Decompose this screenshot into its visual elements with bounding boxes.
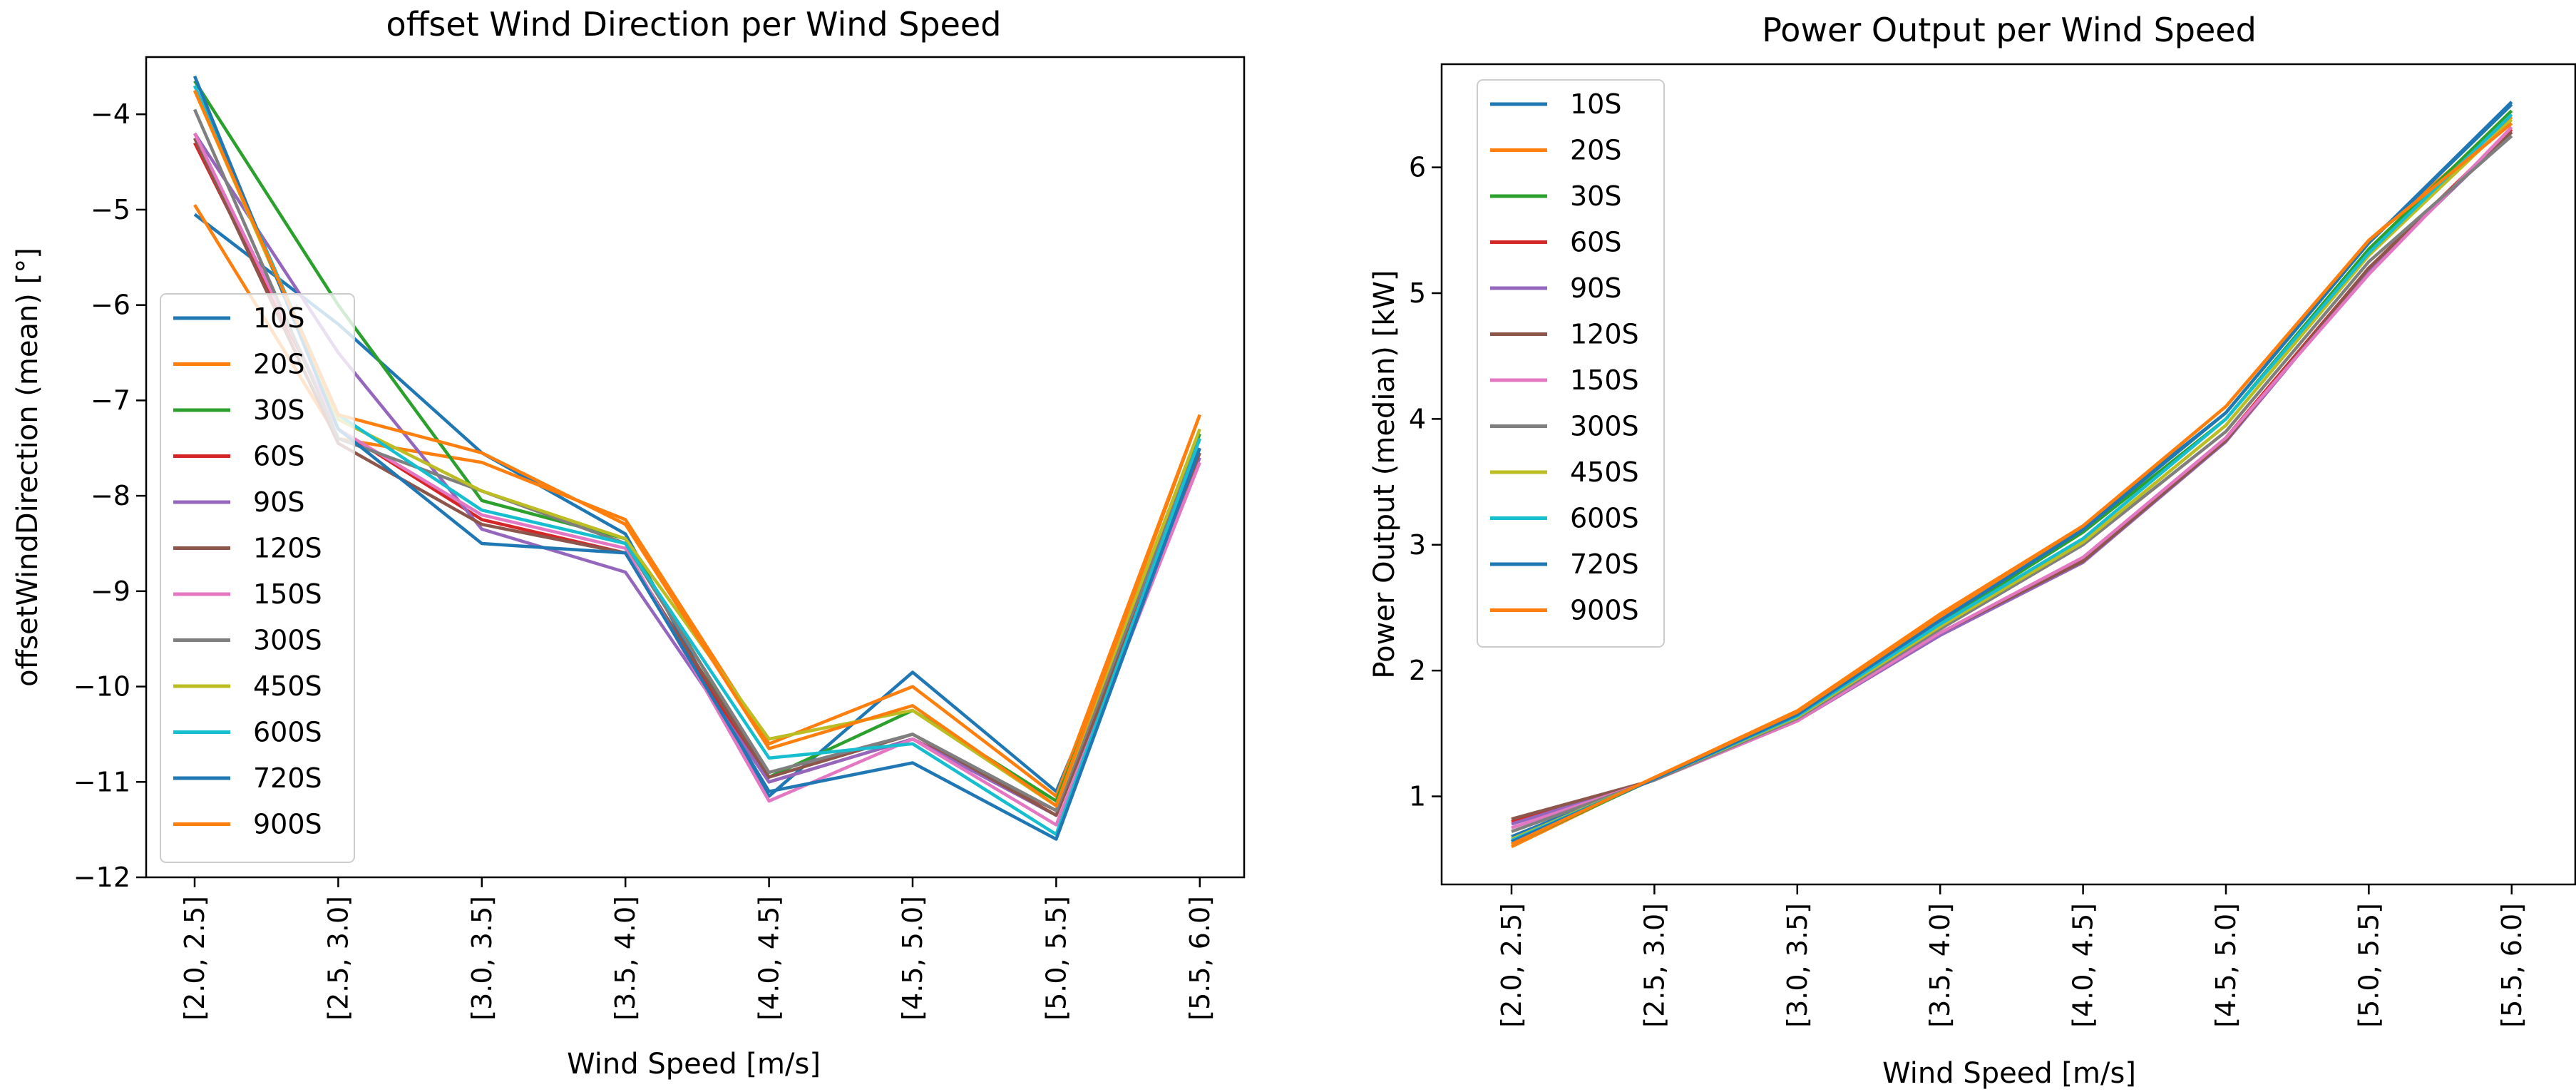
y-tick-label: −12 (73, 862, 130, 893)
chart1-x-axis: [2.0, 2.5] [2.5, 3.0] [3.0, 3.5] [3.5, 4.0]… (179, 877, 1216, 1021)
chart2-legend: 10S 20S 30S 60S 90S 120S 150S 300S 450S 600S 720S 9… (1477, 79, 1665, 648)
legend-entry-label: 600S (253, 717, 322, 748)
legend-entry-label: 60S (253, 441, 304, 472)
x-tick-label: [3.5, 4.0] (610, 896, 641, 1021)
chart1-legend: 10S 20S 30S 60S 90S 120S 150S 300S 450S 600S 720S 9… (160, 293, 355, 863)
x-tick-label: [4.0, 4.5] (2068, 903, 2099, 1028)
legend-entry-label: 900S (253, 809, 322, 840)
legend-entry-label: 30S (253, 394, 304, 426)
chart-offset-wind-direction: offset Wind Direction per Wind Speed [2.… (11, 5, 1246, 1081)
x-tick-label: [5.0, 5.5] (2353, 903, 2384, 1028)
y-tick-label: 4 (1409, 403, 1426, 434)
legend-entry-label: 10S (253, 302, 304, 334)
x-tick-label: [5.5, 6.0] (2496, 903, 2528, 1028)
y-tick-label: −4 (91, 98, 130, 130)
y-tick-label: −9 (91, 576, 130, 607)
legend-entry-label: 90S (253, 486, 304, 518)
chart-power-output: Power Output per Wind Speed [2.0, 2.5] [2… (1368, 11, 2576, 1090)
y-tick-label: 3 (1409, 529, 1426, 561)
legend-entry-label: 20S (1570, 135, 1621, 166)
chart2-axes-frame (1440, 63, 2576, 886)
y-tick-label: 2 (1409, 655, 1426, 686)
legend-entry-label: 720S (253, 762, 322, 794)
legend-entry-label: 30S (1570, 180, 1621, 212)
series-line-900s (1511, 122, 2513, 846)
chart2-x-axis-label: Wind Speed [m/s] (1882, 1057, 2136, 1090)
y-tick-label: −10 (73, 671, 130, 703)
series-line-720s (193, 75, 1201, 841)
legend-entry-label: 120S (1570, 319, 1639, 350)
chart1-title: offset Wind Direction per Wind Speed (386, 5, 1002, 44)
legend-entry-label: 450S (253, 670, 322, 702)
x-tick-label: [2.0, 2.5] (179, 896, 210, 1021)
x-tick-label: [3.5, 4.0] (1924, 903, 1956, 1028)
chart1-plot-area (193, 75, 1201, 841)
x-tick-label: [4.5, 5.0] (897, 896, 928, 1021)
legend-frame (160, 293, 355, 863)
legend-entry-label: 150S (1570, 364, 1639, 396)
chart2-x-axis: [2.0, 2.5] [2.5, 3.0] [3.0, 3.5] [3.5, 4.0]… (1496, 884, 2528, 1028)
legend-entry-label: 900S (1570, 595, 1639, 626)
legend-entry-label: 150S (253, 578, 322, 610)
x-tick-label: [5.5, 6.0] (1184, 896, 1216, 1021)
chart1-y-axis: −12 −11 −10 −9 −8 −7 −6 −5 −4 (73, 98, 146, 893)
chart2-y-axis-label: Power Output (median) [kW] (1368, 270, 1401, 678)
legend-entry-label: 20S (253, 349, 304, 380)
y-tick-label: −7 (91, 384, 130, 416)
chart2-plot-area (1511, 101, 2513, 849)
legend-entry-label: 60S (1570, 227, 1621, 258)
y-tick-label: −11 (73, 766, 130, 797)
x-tick-label: [2.5, 3.0] (322, 896, 354, 1021)
legend-entry-label: 120S (253, 533, 322, 564)
x-tick-label: [4.5, 5.0] (2210, 903, 2242, 1028)
y-tick-label: 5 (1409, 277, 1426, 309)
x-tick-label: [2.0, 2.5] (1496, 903, 1527, 1028)
x-tick-label: [4.0, 4.5] (754, 896, 785, 1021)
legend-frame (1477, 79, 1665, 648)
x-tick-label: [3.0, 3.5] (1782, 903, 1813, 1028)
chart2-title: Power Output per Wind Speed (1762, 11, 2257, 49)
legend-entry-label: 10S (1570, 88, 1621, 120)
y-tick-label: −8 (91, 480, 130, 511)
x-tick-label: [5.0, 5.5] (1040, 896, 1072, 1021)
x-tick-label: [3.0, 3.5] (466, 896, 498, 1021)
legend-entry-label: 720S (1570, 548, 1639, 580)
chart2-y-axis: 1 2 3 4 5 6 (1409, 152, 1442, 812)
x-tick-label: [2.5, 3.0] (1638, 903, 1670, 1028)
legend-entry-label: 300S (253, 625, 322, 656)
y-tick-label: −5 (91, 194, 130, 225)
chart1-y-axis-label: offsetWindDirection (mean) [°] (11, 248, 44, 687)
y-tick-label: −6 (91, 290, 130, 321)
chart1-axes-frame (145, 56, 1246, 879)
legend-entry-label: 450S (1570, 456, 1639, 488)
series-line-900s (193, 89, 1201, 807)
legend-entry-label: 300S (1570, 411, 1639, 442)
series-line-600s (193, 85, 1201, 837)
y-tick-label: 1 (1409, 781, 1426, 812)
y-tick-label: 6 (1409, 152, 1426, 183)
legend-entry-label: 600S (1570, 503, 1639, 534)
chart1-x-axis-label: Wind Speed [m/s] (567, 1048, 821, 1081)
series-line-120s (193, 137, 1201, 817)
legend-entry-label: 90S (1570, 272, 1621, 304)
